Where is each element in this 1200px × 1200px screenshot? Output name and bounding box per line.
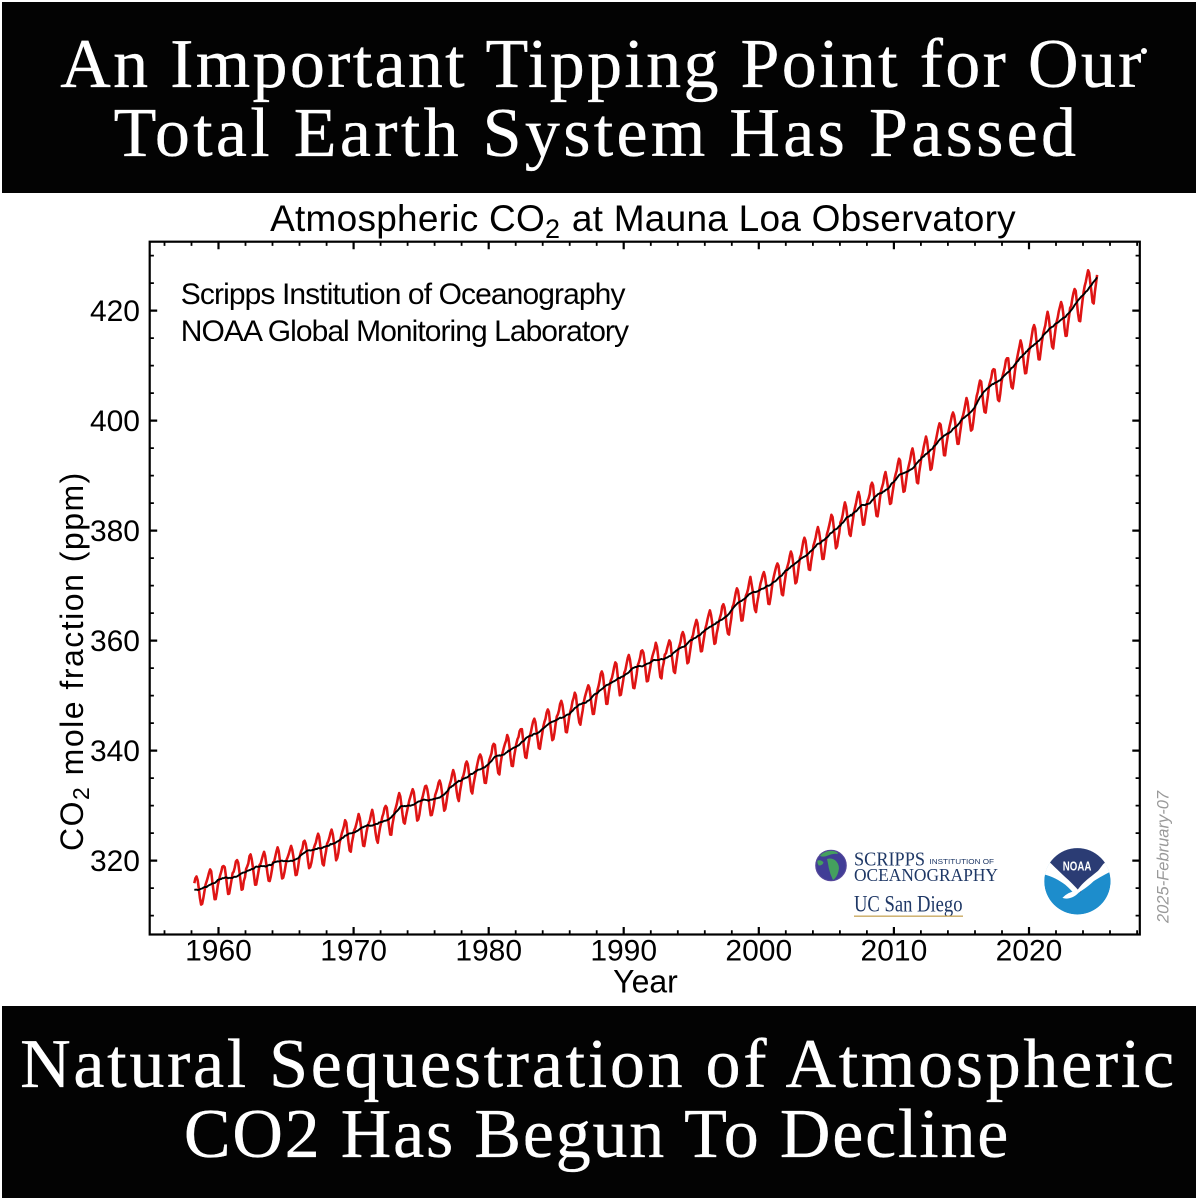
svg-text:Scripps Institution of Oceanog: Scripps Institution of Oceanography [181, 278, 626, 311]
svg-text:420: 420 [90, 295, 140, 328]
svg-text:1990: 1990 [590, 935, 657, 968]
svg-text:NOAA: NOAA [1063, 859, 1092, 874]
svg-text:2020: 2020 [996, 935, 1063, 968]
svg-text:1980: 1980 [455, 935, 522, 968]
svg-text:2000: 2000 [725, 935, 792, 968]
svg-text:1960: 1960 [185, 935, 252, 968]
svg-text:Atmospheric CO2 at Mauna Loa O: Atmospheric CO2 at Mauna Loa Observatory [270, 198, 1016, 244]
svg-text:CO2 mole fraction (ppm): CO2 mole fraction (ppm) [54, 471, 94, 851]
svg-text:NOAA Global Monitoring Laborat: NOAA Global Monitoring Laboratory [181, 315, 629, 348]
svg-text:Year: Year [613, 964, 678, 1000]
svg-text:2025-February-07: 2025-February-07 [1155, 790, 1173, 924]
svg-text:320: 320 [90, 845, 140, 878]
svg-text:380: 380 [90, 515, 140, 548]
svg-text:SCRIPPS: SCRIPPS [854, 850, 925, 871]
svg-text:INSTITUTION OF: INSTITUTION OF [930, 859, 995, 866]
svg-text:OCEANOGRAPHY: OCEANOGRAPHY [854, 865, 998, 885]
svg-text:UC San Diego: UC San Diego [854, 892, 963, 917]
svg-text:400: 400 [90, 405, 140, 438]
svg-text:1970: 1970 [320, 935, 387, 968]
svg-text:340: 340 [90, 735, 140, 768]
svg-text:2010: 2010 [861, 935, 928, 968]
svg-text:360: 360 [90, 625, 140, 658]
